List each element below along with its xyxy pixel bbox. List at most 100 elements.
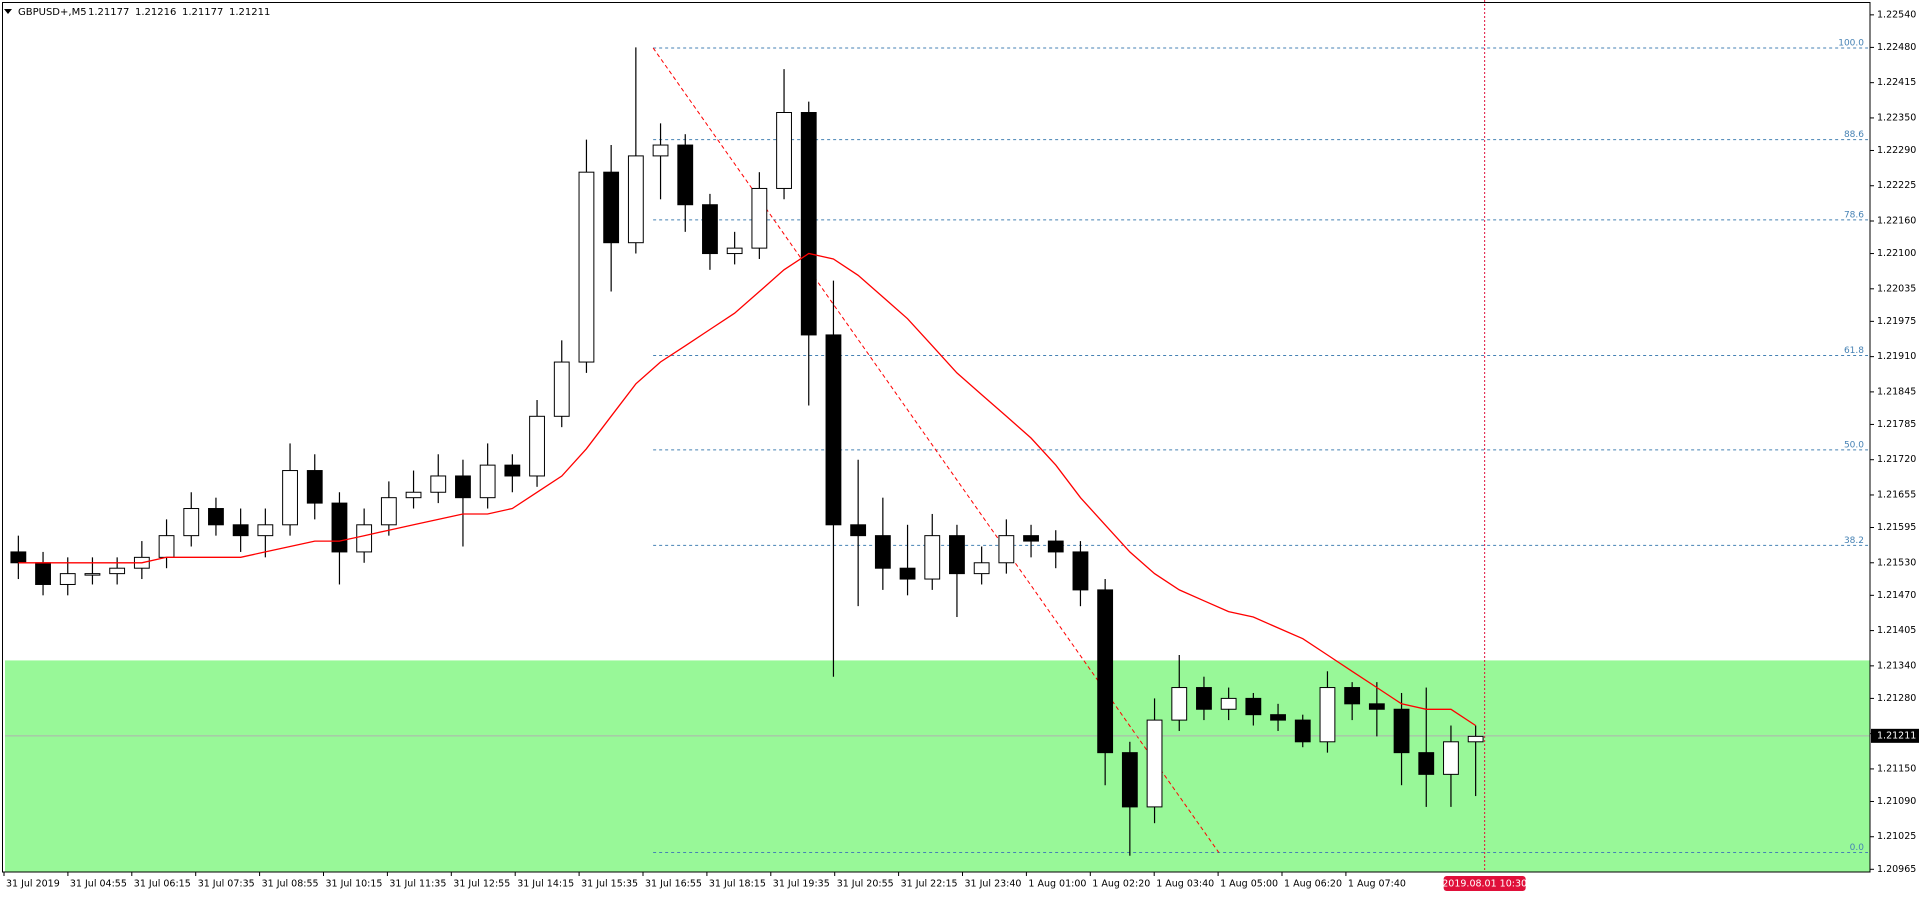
menu-triangle[interactable] xyxy=(4,9,12,14)
candle-body xyxy=(35,562,51,585)
y-tick-label: 1.22035 xyxy=(1877,283,1916,294)
x-tick-label: 31 Jul 11:35 xyxy=(389,879,446,890)
candle-body xyxy=(1418,752,1435,775)
zone xyxy=(5,660,1870,872)
x-tick-label: 1 Aug 02:20 xyxy=(1092,879,1150,890)
candle-body xyxy=(874,535,891,569)
candle-body xyxy=(1319,687,1336,743)
candle-body xyxy=(479,464,496,499)
candle-body xyxy=(405,491,422,499)
candle-body xyxy=(949,535,965,575)
x-tick-label: 31 Jul 18:15 xyxy=(709,879,766,890)
y-tick-label: 1.21150 xyxy=(1877,763,1916,774)
candle-body xyxy=(1443,741,1459,775)
candle-body xyxy=(578,171,595,363)
y-tick-label: 1.21280 xyxy=(1877,693,1916,704)
x-tick-label: 1 Aug 01:00 xyxy=(1028,879,1086,890)
candle-body xyxy=(1171,687,1188,721)
candle-body xyxy=(726,247,743,255)
y-tick-label: 1.21025 xyxy=(1877,831,1916,842)
low-price: 1.21177 xyxy=(182,7,223,18)
fib-label: 0.0 xyxy=(1850,843,1865,853)
y-tick-label: 1.21720 xyxy=(1877,454,1916,465)
high-price: 1.21216 xyxy=(135,7,176,18)
x-tick-label: 31 Jul 07:35 xyxy=(198,879,255,890)
candle-body xyxy=(504,464,521,477)
candle-body xyxy=(1121,752,1138,808)
x-tick-label: 31 Jul 19:35 xyxy=(773,879,830,890)
fib-label: 50.0 xyxy=(1844,440,1864,450)
y-tick-label: 1.21470 xyxy=(1877,590,1916,601)
candle-body xyxy=(331,502,348,553)
candle-body xyxy=(702,204,718,255)
x-tick-label: 1 Aug 06:20 xyxy=(1284,879,1342,890)
x-tick-label: 31 Jul 20:55 xyxy=(837,879,894,890)
candle-body xyxy=(1368,703,1385,710)
y-tick-label: 1.22350 xyxy=(1877,112,1916,123)
candle-body xyxy=(1097,589,1114,754)
y-tick-label: 1.21090 xyxy=(1877,796,1916,807)
candle-body xyxy=(1196,687,1212,710)
candle-body xyxy=(924,535,941,580)
x-tick-label: 31 Jul 12:55 xyxy=(453,879,510,890)
y-tick-label: 1.21595 xyxy=(1877,522,1916,533)
candle-body xyxy=(430,475,447,493)
candle-body xyxy=(800,112,817,336)
y-tick-label: 1.21845 xyxy=(1877,386,1916,397)
y-tick-label: 1.22225 xyxy=(1877,180,1916,191)
current-price-box xyxy=(1871,728,1919,743)
candle-body xyxy=(529,415,545,477)
candle-body xyxy=(998,535,1015,564)
candle-body xyxy=(257,524,274,537)
candle-body xyxy=(973,562,990,575)
cursor-time-label: 2019.08.01 10:30 xyxy=(1442,879,1527,890)
x-tick-label: 31 Jul 23:40 xyxy=(965,879,1022,890)
x-tick-label: 31 Jul 06:15 xyxy=(134,879,191,890)
candle-body xyxy=(1047,540,1064,553)
marks-layer xyxy=(10,0,1486,872)
fib-label: 100.0 xyxy=(1838,38,1864,48)
y-tick-label: 1.21785 xyxy=(1877,419,1916,430)
candle-body xyxy=(232,524,249,537)
candle-body xyxy=(1270,714,1286,721)
candle-body xyxy=(1393,708,1410,754)
x-tick-label: 31 Jul 08:55 xyxy=(262,879,319,890)
candle-body xyxy=(380,497,397,526)
fib-label: 38.2 xyxy=(1844,536,1864,546)
candle-body xyxy=(627,155,644,244)
candle-body xyxy=(306,470,323,504)
candle-body xyxy=(158,535,175,558)
y-tick-label: 1.21910 xyxy=(1877,351,1916,362)
candle-body xyxy=(1294,719,1311,743)
cursor-time-box xyxy=(1443,876,1526,891)
candle-body xyxy=(1072,551,1089,591)
x-tick-label: 31 Jul 10:15 xyxy=(326,879,383,890)
y-tick-label: 1.22415 xyxy=(1877,77,1916,88)
x-tick-label: 1 Aug 07:40 xyxy=(1348,879,1406,890)
fib-label: 61.8 xyxy=(1844,346,1864,356)
candle-body xyxy=(1023,535,1039,542)
candle-body xyxy=(1146,719,1163,808)
y-tick-label: 1.22160 xyxy=(1877,216,1916,227)
candle-body xyxy=(208,508,224,526)
candle-body xyxy=(84,573,101,576)
y-tick-label: 1.21530 xyxy=(1877,557,1916,568)
open-price: 1.21177 xyxy=(88,7,129,18)
x-tick-label: 31 Jul 14:15 xyxy=(517,879,574,890)
current-price-label: 1.21211 xyxy=(1877,730,1916,741)
y-tick-label: 1.21340 xyxy=(1877,660,1916,671)
x-tick-label: 1 Aug 03:40 xyxy=(1156,879,1214,890)
candle-body xyxy=(751,187,768,249)
fib-label: 78.6 xyxy=(1844,210,1864,220)
candle-body xyxy=(1220,697,1237,710)
candle-body xyxy=(1467,735,1484,743)
x-tick-label: 1 Aug 05:00 xyxy=(1220,879,1278,890)
x-tick-label: 31 Jul 15:35 xyxy=(581,879,638,890)
candle-body xyxy=(825,334,842,526)
moving-average xyxy=(18,252,1476,727)
candle-body xyxy=(183,508,200,537)
y-tick-label: 1.20965 xyxy=(1877,864,1916,875)
candle-body xyxy=(455,475,471,499)
candle-body xyxy=(356,524,373,553)
